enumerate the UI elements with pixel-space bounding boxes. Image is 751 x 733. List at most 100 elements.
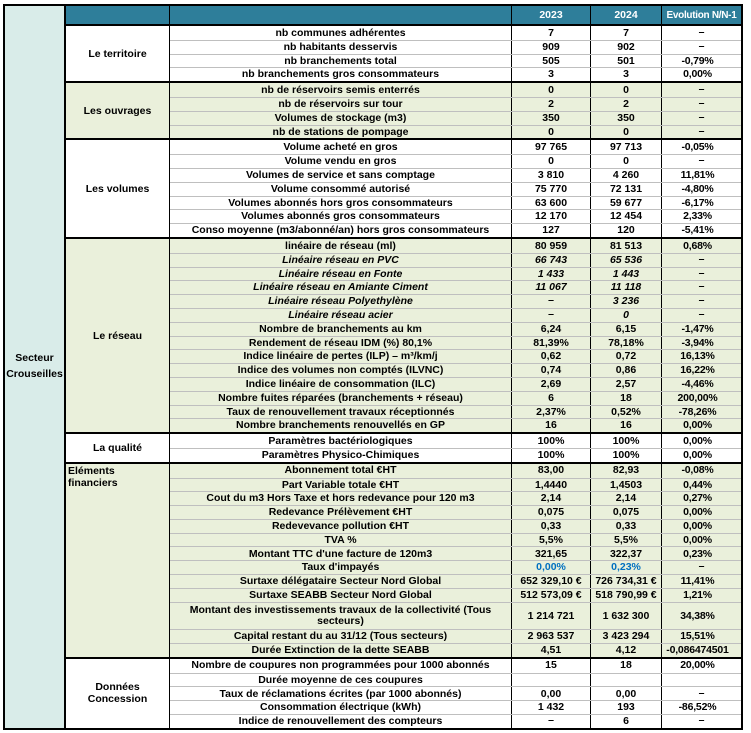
cell-2023: 80 959	[512, 238, 591, 253]
table-row: linéaire de réseau (ml) 80 959 81 513 0,68%	[170, 238, 741, 253]
table-row: nb de réservoirs sur tour 2 2–	[170, 96, 741, 111]
table-row: Taux d'impayés 0,00% 0,23% –	[170, 560, 741, 575]
cell-2024: 97 713	[591, 140, 662, 155]
cell-2024: 0,72	[591, 350, 662, 364]
cell-2023: 75 770	[512, 182, 591, 196]
table-row: Surtaxe délégataire Secteur Nord Global 6…	[170, 574, 741, 588]
section-rows-concession: Nombre de coupures non programmées pour …	[170, 658, 741, 728]
cell-2024: 3 236	[591, 295, 662, 308]
header-category-spacer	[66, 6, 170, 24]
cell-label: Capital restant du au 31/12 (Tous secteu…	[170, 630, 512, 644]
table-row: Conso moyenne (m3/abonné/an) hors gros c…	[170, 223, 741, 237]
cell-evolution: 0,00%	[683, 506, 712, 519]
cell-label: Indice linéaire de pertes (ILP) – m³/km/…	[170, 350, 512, 364]
cell-2023: 127	[512, 224, 591, 237]
cell-evolution: 34,38%	[680, 609, 715, 622]
cell-2024: 81 513	[591, 238, 662, 253]
cell-2024: 902	[591, 40, 662, 54]
cell-evolution: 20,00%	[680, 659, 715, 672]
table-row: Nombre branchements renouvellés en GP 16 1…	[170, 418, 741, 433]
section-label-volumes: Les volumes	[66, 140, 170, 237]
table-row: Linéaire réseau en Amiante Ciment 11 067 1…	[170, 280, 741, 295]
cell-label: Volume consommé autorisé	[170, 182, 512, 196]
cell-label: Consommation électrique (kWh)	[170, 701, 512, 715]
cell-evolution: 200,00%	[677, 391, 718, 404]
table-row: Redevevance pollution €HT 0,33 0,33 0,00%	[170, 518, 741, 533]
cell-2024: 7	[591, 26, 662, 40]
cell-label: nb de réservoirs sur tour	[170, 97, 512, 111]
table-row: Redevance Prélèvement €HT 0,075 0,075 0,00%	[170, 505, 741, 519]
cell-evolution: –	[698, 714, 705, 727]
cell-2023: 0	[512, 83, 591, 97]
cell-2023: 1,4440	[512, 478, 591, 492]
cell-evolution: -86,52%	[678, 701, 717, 714]
section-label-territoire: Le territoire	[66, 26, 170, 82]
cell-label: Montant TTC d'une facture de 120m3	[170, 547, 512, 561]
cell-label: Surtaxe délégataire Secteur Nord Global	[170, 575, 512, 588]
cell-label: Durée Extinction de la dette SEABB	[170, 644, 512, 657]
table-body: Le territoire nb communes adhérentes 7 7– nb…	[66, 24, 741, 728]
table-row: Taux de réclamations écrites (par 1000 a…	[170, 686, 741, 701]
cell-2023	[512, 673, 591, 687]
cell-2024: 18	[591, 391, 662, 405]
cell-evolution: 0,00%	[683, 419, 712, 432]
cell-evolution: -4,46%	[681, 377, 714, 390]
section-rows-ouvrages: nb de réservoirs semis enterrés 0 0– nb de …	[170, 83, 741, 139]
cell-2024: 0,33	[591, 519, 662, 533]
section-rows-volumes: Volume acheté en gros 97 765 97 713 -0,05% V…	[170, 140, 741, 237]
cell-label: Montant des investissements travaux de l…	[170, 602, 512, 630]
cell-label: Taux de renouvellement travaux réception…	[170, 405, 512, 419]
cell-label: nb branchements gros consommateurs	[170, 68, 512, 82]
table-row: Montant TTC d'une facture de 120m3 321,65…	[170, 546, 741, 561]
cell-evolution: -0,086474501	[666, 644, 729, 657]
cell-2023: 66 743	[512, 253, 591, 267]
section-qualite: La qualité Paramètres bactériologiques 100…	[66, 432, 741, 462]
cell-evolution: 0,44%	[683, 478, 712, 491]
cell-evolution: –	[698, 83, 705, 96]
table-row: Linéaire réseau en PVC 66 743 65 536 –	[170, 252, 741, 267]
section-concession: Données Concession Nombre de coupures non…	[66, 656, 741, 728]
cell-2023: 6,24	[512, 322, 591, 336]
cell-2024: 16	[591, 419, 662, 433]
table-row: Nombre de coupures non programmées pour …	[170, 658, 741, 673]
cell-evolution: –	[698, 154, 705, 167]
table-row: Volumes abonnés gros consommateurs 12 170…	[170, 209, 741, 224]
indicator-table: Secteur Crouseilles 2023 2024 Evolution …	[3, 4, 743, 730]
cell-evolution: 0,27%	[683, 492, 712, 505]
cell-2024: 0,52%	[591, 405, 662, 419]
cell-2024: 2	[591, 97, 662, 111]
table-row: Volumes de service et sans comptage 3 810…	[170, 167, 741, 182]
cell-label: Linéaire réseau en Fonte	[170, 267, 512, 281]
table-row: Volume consommé autorisé 75 770 72 131 -4,8…	[170, 181, 741, 196]
cell-2023: 2 963 537	[512, 630, 591, 644]
section-volumes: Les volumes Volume acheté en gros 97 765 97…	[66, 138, 741, 237]
cell-2024: 5,5%	[591, 533, 662, 547]
cell-2023: 652 329,10 €	[512, 575, 591, 588]
cell-label: nb de réservoirs semis enterrés	[170, 83, 512, 97]
cell-2024: 322,37	[591, 547, 662, 561]
cell-label: Volumes abonnés hors gros consommateurs	[170, 196, 512, 210]
cell-2023: 0	[512, 155, 591, 168]
section-ouvrages: Les ouvrages nb de réservoirs semis enter…	[66, 81, 741, 139]
cell-2023: –	[512, 715, 591, 728]
cell-2024: 3 423 294	[591, 630, 662, 644]
cell-label: Conso moyenne (m3/abonné/an) hors gros c…	[170, 224, 512, 237]
cell-2023: 7	[512, 26, 591, 40]
cell-evolution: –	[698, 110, 705, 123]
table-row: Indice linéaire de consommation (ILC) 2,6…	[170, 376, 741, 391]
cell-evolution: 0,68%	[683, 239, 712, 252]
cell-2024: 1,4503	[591, 478, 662, 492]
cell-2024: 518 790,99 €	[591, 588, 662, 602]
cell-evolution: –	[698, 26, 705, 39]
cell-2024: 100%	[591, 448, 662, 462]
table-row: Linéaire réseau acier –0–	[170, 307, 741, 322]
cell-evolution: –	[698, 294, 705, 307]
cell-evolution: -1,47%	[681, 322, 714, 335]
header-col-2023: 2023	[512, 6, 591, 24]
cell-label: TVA %	[170, 533, 512, 547]
cell-2023: 0,74	[512, 364, 591, 377]
table-row: Volumes abonnés hors gros consommateurs 6…	[170, 195, 741, 210]
cell-label: Linéaire réseau acier	[170, 308, 512, 322]
table-row: Indice linéaire de pertes (ILP) – m³/km/…	[170, 349, 741, 364]
table-row: Paramètres Physico-Chimiques 100% 100% 0,00…	[170, 447, 741, 462]
